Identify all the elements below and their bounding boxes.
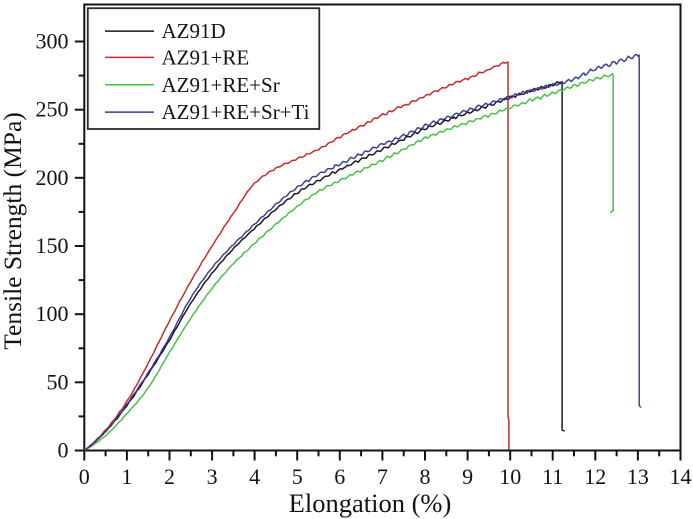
svg-text:AZ91+RE+Sr: AZ91+RE+Sr	[162, 73, 280, 97]
svg-text:200: 200	[36, 165, 69, 190]
svg-text:3: 3	[207, 464, 218, 489]
svg-text:50: 50	[47, 369, 69, 394]
svg-text:250: 250	[36, 97, 69, 122]
svg-text:13: 13	[627, 464, 649, 489]
svg-text:12: 12	[584, 464, 606, 489]
svg-text:5: 5	[292, 464, 303, 489]
svg-text:AZ91D: AZ91D	[162, 19, 226, 43]
svg-text:11: 11	[542, 464, 563, 489]
svg-text:0: 0	[58, 438, 69, 463]
svg-text:1: 1	[121, 464, 132, 489]
svg-text:9: 9	[462, 464, 473, 489]
svg-text:100: 100	[36, 301, 69, 326]
svg-text:10: 10	[499, 464, 521, 489]
svg-text:300: 300	[36, 29, 69, 54]
svg-text:8: 8	[420, 464, 431, 489]
svg-text:4: 4	[249, 464, 260, 489]
svg-text:150: 150	[36, 233, 69, 258]
svg-text:Tensile Strength (MPa): Tensile Strength (MPa)	[0, 112, 27, 350]
svg-text:0: 0	[79, 464, 90, 489]
svg-text:AZ91+RE: AZ91+RE	[162, 45, 250, 69]
svg-text:2: 2	[164, 464, 175, 489]
svg-text:7: 7	[377, 464, 388, 489]
svg-text:14: 14	[670, 464, 692, 489]
svg-text:6: 6	[334, 464, 345, 489]
svg-text:Elongation (%): Elongation (%)	[289, 488, 452, 518]
svg-text:AZ91+RE+Sr+Ti: AZ91+RE+Sr+Ti	[162, 100, 310, 124]
